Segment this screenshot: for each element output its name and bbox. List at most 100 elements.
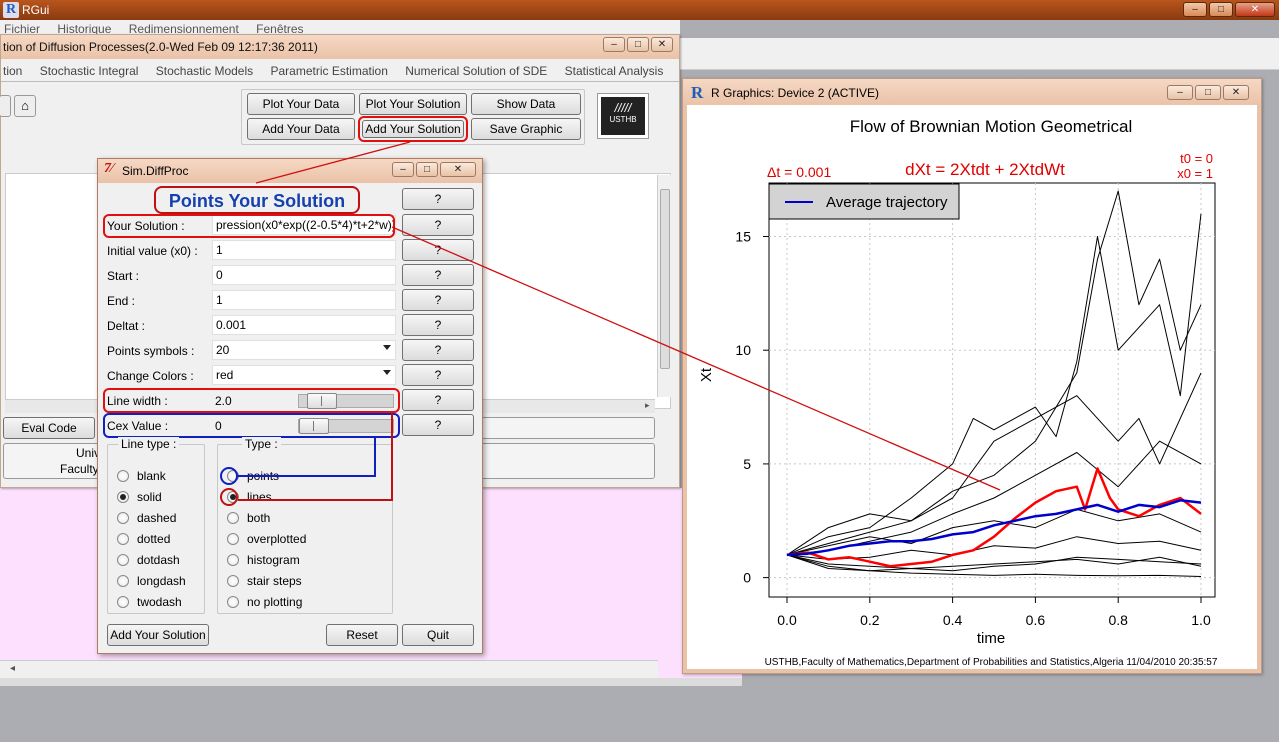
eval-code-button[interactable]: Eval Code — [3, 417, 95, 439]
r-logo-icon: R — [691, 83, 704, 102]
menu-numerical-solution[interactable]: Numerical Solution of SDE — [405, 64, 548, 78]
radio-dashed[interactable]: dashed — [117, 509, 176, 527]
radio-stair-steps[interactable]: stair steps — [227, 572, 302, 590]
menu-statistical-analysis[interactable]: Statistical Analysis — [564, 64, 664, 78]
minimize-icon[interactable]: – — [1167, 85, 1193, 100]
radio-button-icon[interactable] — [227, 575, 239, 587]
symbols-select[interactable]: 20 — [212, 340, 396, 360]
colors-label: Change Colors : — [107, 369, 194, 383]
cex-slider[interactable] — [298, 418, 394, 434]
minimize-icon[interactable]: – — [392, 162, 414, 177]
plot-solution-button[interactable]: Plot Your Solution — [359, 93, 467, 115]
radio-button-icon[interactable] — [117, 554, 129, 566]
save-graphic-button[interactable]: Save Graphic — [471, 118, 581, 140]
add-solution-button[interactable]: Add Your Solution — [362, 120, 464, 138]
help-button-cex[interactable]: ? — [402, 414, 474, 436]
radio-button-icon[interactable] — [227, 512, 239, 524]
maximize-icon[interactable]: □ — [1209, 2, 1233, 17]
maximize-icon[interactable]: □ — [416, 162, 438, 177]
close-icon[interactable]: ✕ — [1235, 2, 1275, 17]
radio-twodash[interactable]: twodash — [117, 593, 182, 611]
end-label: End : — [107, 294, 136, 308]
minimize-icon[interactable]: – — [603, 37, 625, 52]
add-your-solution-button[interactable]: Add Your Solution — [107, 624, 209, 646]
radio-button-icon[interactable] — [117, 575, 129, 587]
x-tick-label: 0.2 — [860, 612, 880, 628]
lwd-slider[interactable] — [298, 393, 394, 409]
menu-parametric-estimation[interactable]: Parametric Estimation — [270, 64, 388, 78]
highlight-lines-radio — [220, 488, 238, 506]
show-data-button[interactable]: Show Data — [471, 93, 581, 115]
menu-stochastic-integral[interactable]: Stochastic Integral — [39, 64, 139, 78]
chart-series — [786, 190, 1202, 577]
maximize-icon[interactable]: □ — [1195, 85, 1221, 100]
deltat-input[interactable]: 0.001 — [212, 315, 396, 335]
reset-button[interactable]: Reset — [326, 624, 398, 646]
chevron-down-icon[interactable] — [383, 345, 391, 350]
cex-slider-row: 0 — [212, 415, 396, 437]
x-tick-label: 0.8 — [1108, 612, 1128, 628]
plot-data-button[interactable]: Plot Your Data — [247, 93, 355, 115]
radio-button-selected-icon[interactable] — [117, 491, 129, 503]
radio-both[interactable]: both — [227, 509, 270, 527]
help-button-symbols[interactable]: ? — [402, 339, 474, 361]
status-strip — [0, 678, 742, 686]
radio-button-icon[interactable] — [117, 596, 129, 608]
radio-dotdash[interactable]: dotdash — [117, 551, 180, 569]
radio-dotted[interactable]: dotted — [117, 530, 170, 548]
end-input[interactable]: 1 — [212, 290, 396, 310]
colors-select[interactable]: red — [212, 365, 396, 385]
start-input[interactable]: 0 — [212, 265, 396, 285]
quit-button[interactable]: Quit — [402, 624, 474, 646]
lwd-slider-thumb[interactable] — [307, 393, 337, 409]
maximize-icon[interactable]: □ — [627, 37, 649, 52]
radio-button-icon[interactable] — [227, 533, 239, 545]
help-button-solution[interactable]: ? — [402, 214, 474, 236]
radio-button-icon[interactable] — [117, 533, 129, 545]
menu-stochastic-models[interactable]: Stochastic Models — [155, 64, 254, 78]
scroll-right-icon[interactable]: ▸ — [645, 400, 650, 410]
help-button-colors[interactable]: ? — [402, 364, 474, 386]
symbols-label: Points symbols : — [107, 344, 195, 358]
menu-fichier[interactable]: Fichier — [4, 22, 41, 36]
close-icon[interactable]: ✕ — [651, 37, 673, 52]
radio-button-icon[interactable] — [227, 596, 239, 608]
annotation-x0: x0 = 1 — [1177, 166, 1213, 181]
console-hscrollbar[interactable]: ◂ — [0, 660, 658, 678]
radio-blank[interactable]: blank — [117, 467, 166, 485]
menu-fenetres[interactable]: Fenêtres — [256, 22, 304, 36]
close-icon[interactable]: ✕ — [1223, 85, 1249, 100]
radio-no-plotting[interactable]: no plotting — [227, 593, 302, 611]
radio-button-icon[interactable] — [117, 470, 129, 482]
radio-longdash[interactable]: longdash — [117, 572, 186, 590]
vscroll-thumb[interactable] — [660, 189, 670, 369]
radio-histogram[interactable]: histogram — [227, 551, 300, 569]
help-button-deltat[interactable]: ? — [402, 314, 474, 336]
radio-overplotted[interactable]: overplotted — [227, 530, 306, 548]
home-icon[interactable]: ⌂ — [14, 95, 36, 117]
help-button-start[interactable]: ? — [402, 264, 474, 286]
radio-button-icon[interactable] — [227, 554, 239, 566]
x-tick-label: 0.6 — [1026, 612, 1046, 628]
menu-tion[interactable]: tion — [3, 64, 23, 78]
x0-input[interactable]: 1 — [212, 240, 396, 260]
help-button-x0[interactable]: ? — [402, 239, 474, 261]
help-button-heading[interactable]: ? — [402, 188, 474, 210]
menu-redimensionnement[interactable]: Redimensionnement — [128, 22, 239, 36]
scroll-left-icon[interactable]: ◂ — [10, 663, 16, 674]
dialog-title: Sim.DiffProc — [122, 164, 189, 178]
chevron-down-icon[interactable] — [383, 370, 391, 375]
main-vscrollbar[interactable] — [657, 175, 673, 397]
action-button-group — [241, 89, 585, 145]
add-data-button[interactable]: Add Your Data — [247, 118, 355, 140]
main-window-title: tion of Diffusion Processes(2.0-Wed Feb … — [3, 40, 318, 54]
toolbar-button-partial[interactable] — [0, 95, 11, 117]
cex-slider-thumb[interactable] — [299, 418, 329, 434]
help-button-lwd[interactable]: ? — [402, 389, 474, 411]
minimize-icon[interactable]: – — [1183, 2, 1207, 17]
menu-historique[interactable]: Historique — [57, 22, 112, 36]
close-icon[interactable]: ✕ — [440, 162, 476, 177]
radio-solid[interactable]: solid — [117, 488, 162, 506]
help-button-end[interactable]: ? — [402, 289, 474, 311]
radio-button-icon[interactable] — [117, 512, 129, 524]
